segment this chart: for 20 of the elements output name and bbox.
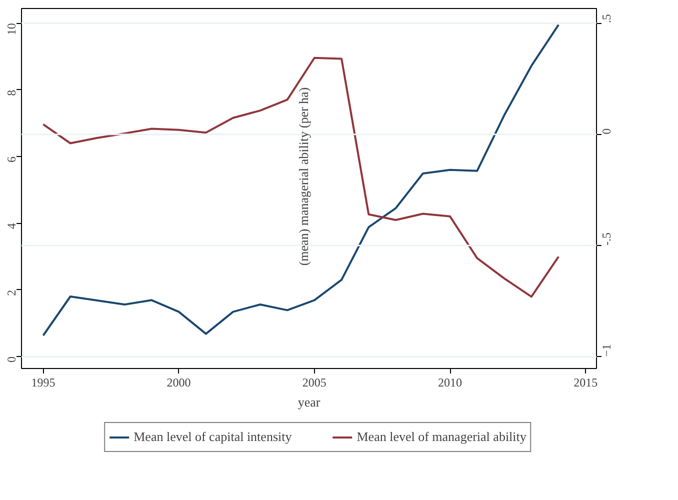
x-tick-label: 2005 <box>302 376 326 390</box>
y2-tick-label: .5 <box>600 14 614 24</box>
x-tick-label: 2010 <box>438 376 462 390</box>
y2-tick-label: -.5 <box>600 232 614 246</box>
x-tick-label: 2015 <box>574 376 598 390</box>
y-tick-label: 6 <box>4 156 18 162</box>
x-axis-title: year <box>298 394 321 410</box>
y2-tick-label: 0 <box>600 128 614 134</box>
annotation: (mean) managerial ability (per ha) <box>296 87 312 266</box>
x-tick-label: 2000 <box>166 376 191 390</box>
line-series <box>42 24 560 336</box>
y-tick-label: 8 <box>4 90 18 96</box>
y-tick-label: 2 <box>4 290 18 296</box>
legend-label: Mean level of managerial ability <box>356 429 526 445</box>
x-tick-label: 1995 <box>31 376 56 390</box>
legend-label: Mean level of capital intensity <box>134 429 292 445</box>
y-tick-label: 0 <box>4 356 18 362</box>
y-tick-label: 10 <box>4 23 18 36</box>
y2-tick-label: −1 <box>600 344 614 357</box>
y-tick-label: 4 <box>4 223 18 230</box>
